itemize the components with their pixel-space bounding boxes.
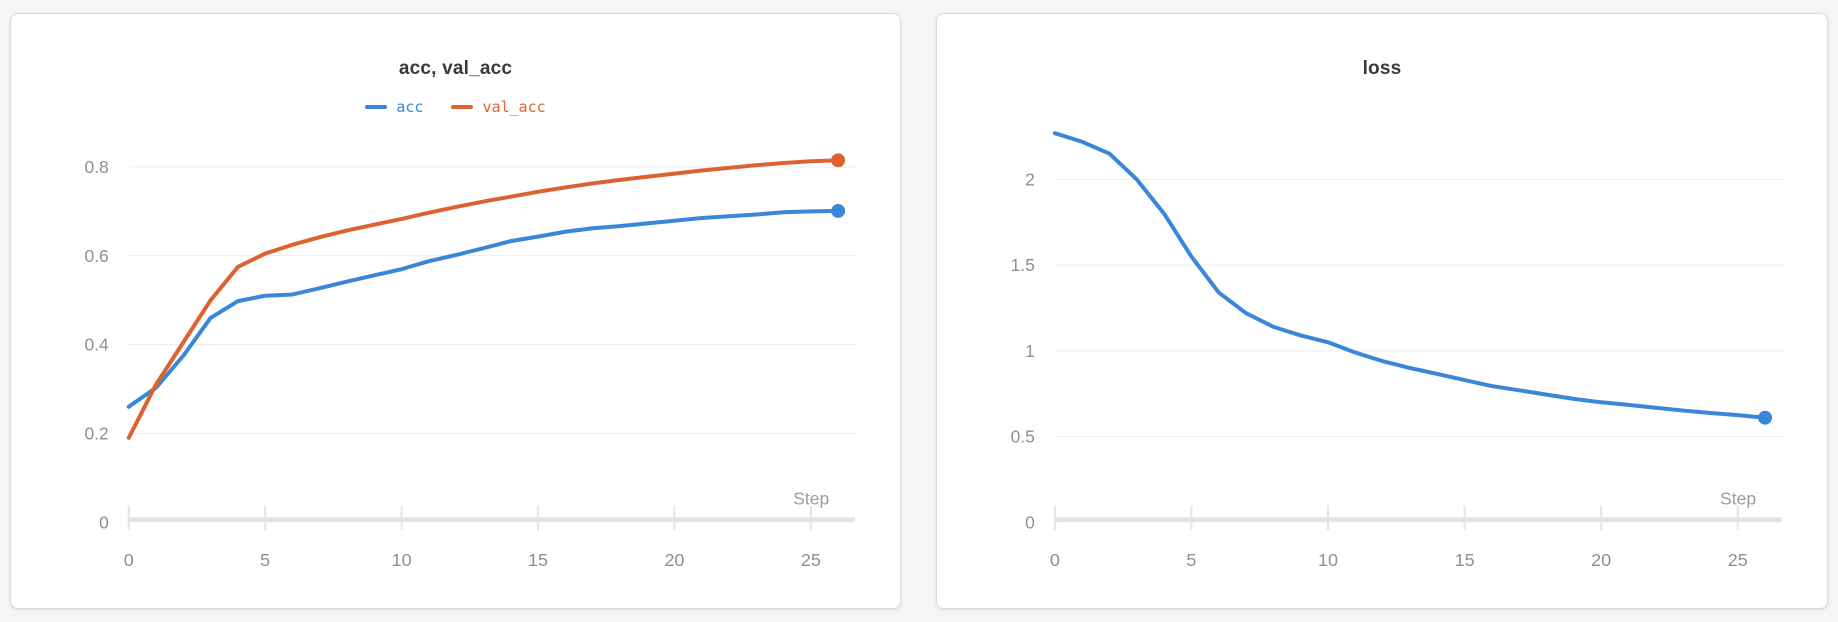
svg-text:0: 0	[1025, 512, 1035, 532]
legend-swatch-acc	[365, 105, 388, 109]
chart-title-loss: loss	[1362, 58, 1402, 79]
svg-text:0.4: 0.4	[85, 335, 110, 355]
svg-text:0.8: 0.8	[85, 157, 109, 177]
svg-text:0: 0	[99, 512, 109, 532]
legend-label-val-acc: val_acc	[482, 98, 546, 116]
legend-item-val-acc[interactable]: val_acc	[451, 98, 546, 116]
svg-text:20: 20	[664, 550, 684, 570]
legend-item-acc[interactable]: acc	[365, 98, 423, 116]
svg-text:25: 25	[801, 550, 821, 570]
chart-legend: acc val_acc	[11, 98, 900, 116]
svg-text:0.5: 0.5	[1011, 427, 1035, 447]
legend-swatch-val-acc	[451, 105, 474, 109]
svg-text:10: 10	[1318, 550, 1338, 570]
svg-text:25: 25	[1728, 550, 1748, 570]
panel-acc-chart[interactable]: acc, val_acc acc val_acc 0 0.2 0.4 0.6 0.8 0 5…	[10, 13, 901, 609]
svg-text:Step: Step	[1720, 488, 1756, 508]
svg-text:15: 15	[1455, 550, 1475, 570]
svg-text:20: 20	[1591, 550, 1611, 570]
svg-text:15: 15	[528, 550, 548, 570]
svg-text:5: 5	[1186, 550, 1196, 570]
acc-valacc-line-chart[interactable]: 0 0.2 0.4 0.6 0.8 0 5 10 15 20 25 Step	[11, 14, 900, 608]
svg-text:0: 0	[1050, 550, 1060, 570]
svg-text:10: 10	[392, 550, 412, 570]
svg-text:0.2: 0.2	[85, 423, 109, 443]
panel-loss-chart[interactable]: loss 0 0.5 1 1.5 2 0 5 10 15 20 25 Step	[936, 13, 1828, 609]
svg-text:Step: Step	[793, 488, 829, 508]
chart-title-acc: acc, val_acc	[398, 58, 513, 79]
svg-text:2: 2	[1025, 169, 1035, 189]
svg-text:5: 5	[260, 550, 270, 570]
svg-text:0.6: 0.6	[85, 246, 109, 266]
svg-text:1: 1	[1025, 341, 1035, 361]
svg-text:1.5: 1.5	[1011, 255, 1035, 275]
svg-text:0: 0	[124, 550, 134, 570]
legend-label-acc: acc	[396, 98, 424, 116]
